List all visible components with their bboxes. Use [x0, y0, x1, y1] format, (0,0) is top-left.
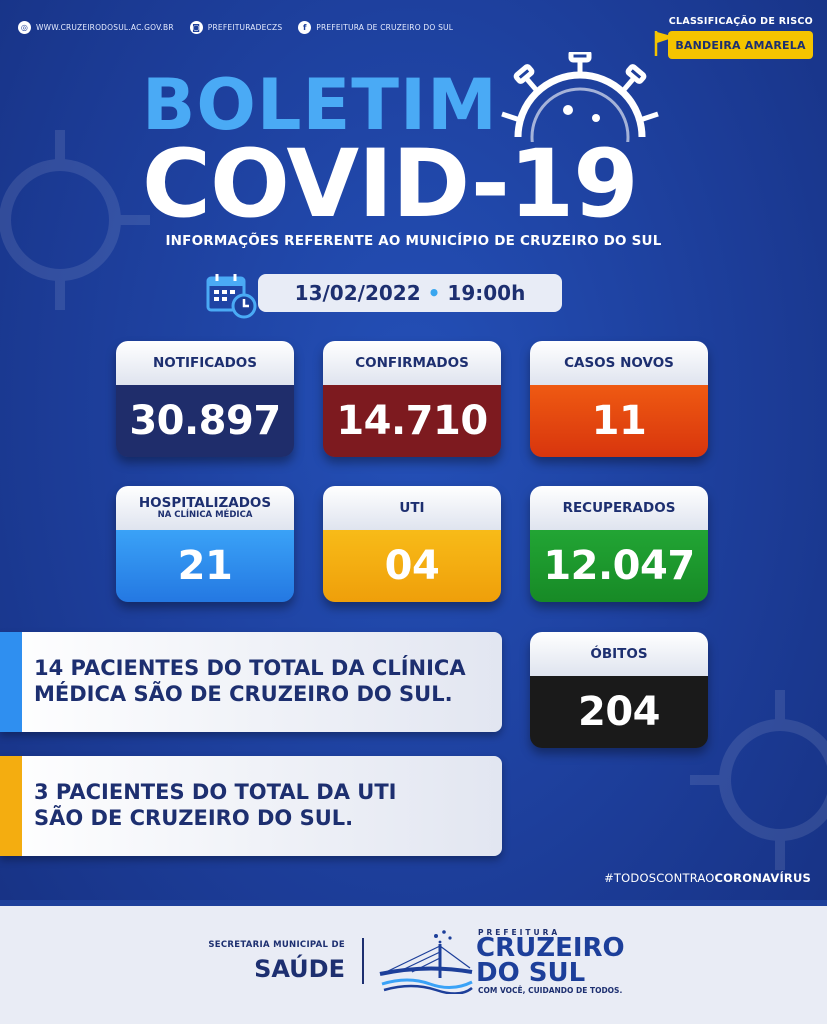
date-separator: •	[427, 281, 441, 305]
note-accent-bar	[0, 632, 22, 732]
card-label-main: HOSPITALIZADOS	[138, 494, 272, 511]
risk-classification-label: CLASSIFICAÇÃO DE RISCO	[668, 16, 813, 27]
card-label: NOTIFICADOS	[116, 341, 294, 385]
footer	[0, 900, 827, 1024]
globe-icon: ◎	[18, 20, 31, 34]
card-casos-novos: CASOS NOVOS 11	[530, 341, 708, 457]
card-confirmados: CONFIRMADOS 14.710	[323, 341, 501, 457]
risk-classification: BANDEIRA AMARELA	[653, 31, 813, 59]
title-covid: COVID-19	[142, 130, 639, 239]
city-name-line2: DO SUL	[476, 958, 586, 988]
time-text: 19:00h	[447, 281, 526, 305]
note-text: 14 PACIENTES DO TOTAL DA CLÍNICA MÉDICA …	[34, 656, 466, 706]
title-boletim: BOLETIM	[142, 64, 498, 146]
card-label: UTI	[323, 486, 501, 530]
saude-label: SAÚDE	[254, 955, 345, 983]
calendar-clock-icon	[206, 274, 257, 319]
bridge-logo-icon	[379, 930, 473, 994]
card-label: CASOS NOVOS	[530, 341, 708, 385]
card-notificados: NOTIFICADOS 30.897	[116, 341, 294, 457]
instagram-link[interactable]: ◙ PREFEITURADECZS	[189, 20, 283, 34]
card-value: 04	[323, 530, 501, 602]
background-virus-icon	[0, 130, 150, 310]
card-obitos: ÓBITOS 204	[530, 632, 708, 748]
card-value: 11	[530, 385, 708, 457]
card-value: 30.897	[116, 385, 294, 457]
social-links-bar: ◎ WWW.CRUZEIRODOSUL.AC.GOV.BR ◙ PREFEITU…	[18, 18, 453, 36]
card-hospitalizados: HOSPITALIZADOS NA CLÍNICA MÉDICA 21	[116, 486, 294, 602]
website-link[interactable]: ◎ WWW.CRUZEIRODOSUL.AC.GOV.BR	[18, 20, 174, 34]
footer-divider	[362, 938, 364, 984]
city-name-line1: CRUZEIRO	[476, 933, 625, 963]
card-uti: UTI 04	[323, 486, 501, 602]
card-value: 21	[116, 530, 294, 602]
card-label: CONFIRMADOS	[323, 341, 501, 385]
date-text: 13/02/2022	[294, 281, 421, 305]
note-uti: 3 PACIENTES DO TOTAL DA UTI SÃO DE CRUZE…	[0, 756, 502, 856]
card-value: 204	[530, 676, 708, 748]
footer-stripe	[0, 900, 827, 906]
card-label: HOSPITALIZADOS NA CLÍNICA MÉDICA	[116, 486, 294, 530]
card-label-sub: NA CLÍNICA MÉDICA	[157, 509, 253, 520]
card-value: 12.047	[530, 530, 708, 602]
secretaria-label: SECRETARIA MUNICIPAL DE	[208, 940, 345, 950]
slogan: COM VOCÊ, CUIDANDO DE TODOS.	[478, 986, 623, 995]
facebook-icon: f	[298, 20, 312, 34]
virus-icon	[501, 52, 659, 142]
prefeitura-label: PREFEITURA	[478, 928, 561, 937]
card-label: RECUPERADOS	[530, 486, 708, 530]
facebook-link[interactable]: f PREFEITURA DE CRUZEIRO DO SUL	[298, 20, 453, 34]
instagram-icon: ◙	[189, 20, 203, 34]
note-text: 3 PACIENTES DO TOTAL DA UTI SÃO DE CRUZE…	[34, 780, 397, 830]
date-time-box: 13/02/2022 • 19:00h	[258, 274, 562, 312]
note-accent-bar	[0, 756, 22, 856]
card-value: 14.710	[323, 385, 501, 457]
subtitle: INFORMAÇÕES REFERENTE AO MUNICÍPIO DE CR…	[165, 233, 662, 249]
card-recuperados: RECUPERADOS 12.047	[530, 486, 708, 602]
hashtag: #TODOSCONTRAOCORONAVÍRUS	[604, 871, 811, 885]
risk-badge: BANDEIRA AMARELA	[668, 31, 813, 59]
card-label: ÓBITOS	[530, 632, 708, 676]
background-virus-icon	[690, 690, 827, 870]
note-clinica-medica: 14 PACIENTES DO TOTAL DA CLÍNICA MÉDICA …	[0, 632, 502, 732]
flag-icon	[654, 31, 675, 56]
